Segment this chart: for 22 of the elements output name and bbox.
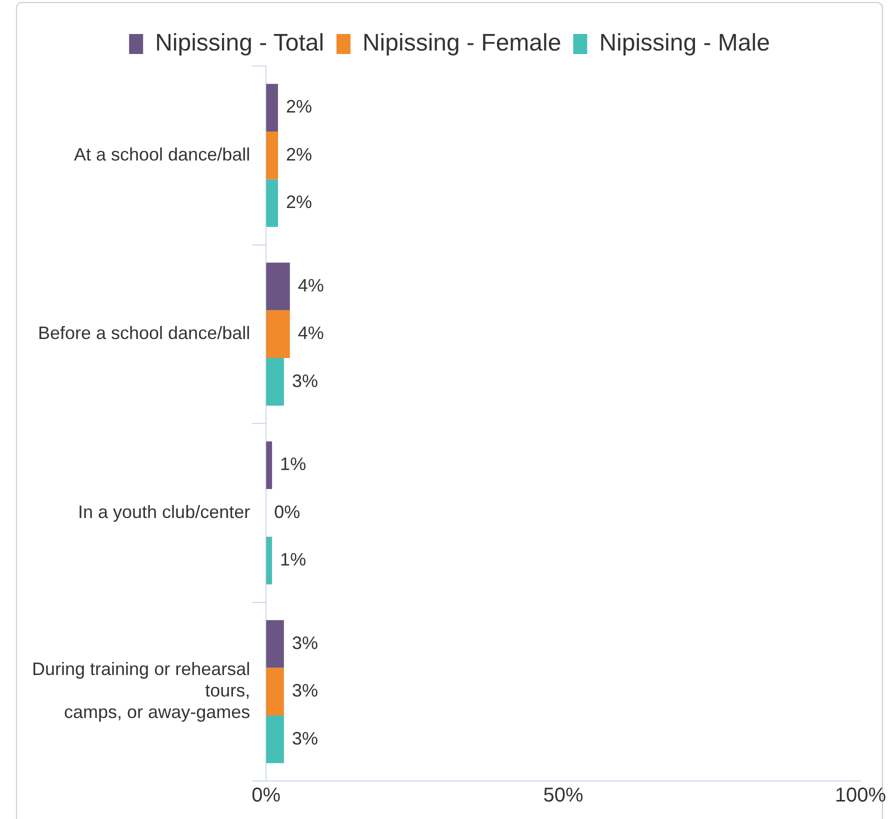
data-label: 1% — [280, 550, 306, 570]
y-tick-label: During training or rehearsal tours, camps, or away-games — [32, 658, 250, 722]
y-tick-label: Before a school dance/ball — [38, 323, 250, 344]
data-label: 3% — [292, 680, 318, 701]
data-label: 2% — [286, 96, 312, 117]
data-label: 2% — [286, 144, 312, 164]
data-label: 0% — [274, 502, 300, 522]
y-tick-label: In a youth club/center — [78, 502, 250, 522]
legend-label: Nipissing - Female — [362, 30, 562, 57]
data-label: 4% — [298, 275, 324, 296]
data-label: 3% — [292, 632, 318, 653]
data-label: 2% — [286, 192, 312, 212]
legend-label: Nipissing - Total — [155, 30, 324, 57]
x-tick-label: 0% — [252, 784, 281, 807]
data-label: 3% — [292, 728, 318, 748]
legend-label: Nipissing - Male — [599, 30, 770, 57]
y-tick-label: At a school dance/ball — [74, 144, 250, 164]
x-tick-label: 100% — [834, 784, 886, 807]
data-label: 4% — [298, 323, 324, 344]
x-tick-label: 50% — [543, 784, 584, 807]
data-label: 1% — [280, 454, 306, 474]
data-label: 3% — [292, 370, 318, 391]
